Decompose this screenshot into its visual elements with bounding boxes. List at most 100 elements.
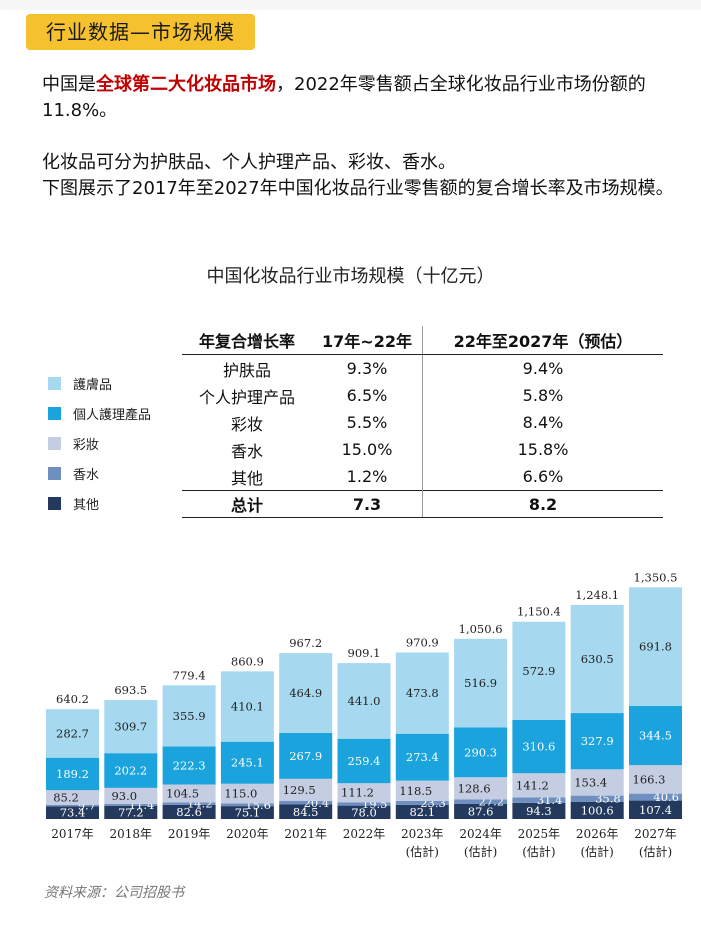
legend-label-skincare: 護膚品 [73, 377, 113, 393]
x-tick-label: 2019年 [168, 827, 211, 841]
bar-segment-skincare [629, 587, 682, 707]
bar-segment-other [46, 806, 99, 819]
bar-segment-other [279, 804, 333, 819]
data-label-personal_care: 290.3 [464, 745, 497, 759]
bar-segment-skincare [395, 652, 449, 734]
bar-segment-personal_care [629, 706, 682, 766]
data-label-skincare: 516.9 [464, 676, 497, 690]
total-label: 860.9 [231, 654, 264, 668]
bar-segment-fragrance [454, 799, 508, 804]
legend-item-makeup: 彩妝 [48, 428, 151, 458]
bar-segment-skincare [220, 671, 274, 742]
data-label-other: 87.6 [468, 804, 494, 818]
bar-segment-personal_care [162, 746, 216, 785]
description-paragraph: 化妆品可分为护肤品、个人护理产品、彩妆、香水。 下图展示了2017年至2027年… [42, 150, 682, 202]
bar-segment-personal_care [279, 732, 333, 779]
bar-segment-other [104, 805, 158, 819]
cagr-row-value-b: 5.8% [522, 386, 564, 405]
cagr-total-value-b: 8.2 [422, 490, 663, 518]
bar-segment-fragrance [279, 801, 333, 805]
bar-segment-other [220, 806, 274, 819]
bar-segment-makeup [337, 783, 391, 803]
cagr-row-fragrance: 香水 15.0% 15.8% [182, 436, 663, 463]
legend-swatch-makeup [48, 436, 61, 450]
data-label-other: 94.3 [526, 804, 552, 818]
intro-paragraph: 中国是全球第二大化妆品市场，2022年零售额占全球化妆品行业市场份额的11.8%… [42, 72, 682, 124]
total-label: 693.5 [114, 683, 147, 697]
data-label-personal_care: 222.3 [173, 758, 206, 772]
cagr-header-row: 年复合增长率 17年~22年 22年至2027年（预估） [182, 326, 663, 355]
stacked-bar-chart: 73.49.785.2189.2282.7640.22017年77.211.49… [46, 570, 682, 859]
description-line-1: 化妆品可分为护肤品、个人护理产品、彩妆、香水。 [42, 152, 456, 173]
legend-item-fragrance: 香水 [48, 458, 151, 488]
bar-segment-fragrance [512, 797, 566, 803]
section-tag: 行业数据—市场规模 [26, 14, 255, 50]
legend-item-other: 其他 [48, 488, 151, 518]
bar-segment-fragrance [220, 803, 274, 807]
bar-segment-skincare [46, 709, 99, 758]
legend-label-makeup: 彩妝 [73, 437, 100, 453]
bar-segment-makeup [279, 778, 333, 802]
cagr-row-value-a: 9.3% [312, 354, 423, 382]
bar-segment-makeup [220, 783, 274, 804]
source-note: 资料来源：公司招股书 [44, 885, 184, 901]
data-label-other: 100.6 [581, 803, 614, 817]
cagr-row-value-a: 15.0% [312, 436, 423, 463]
cagr-row-label: 彩妆 [230, 414, 263, 434]
x-tick-label: 2027年 [634, 827, 677, 841]
bar-segment-skincare [279, 653, 333, 733]
data-label-skincare: 309.7 [114, 720, 147, 734]
bar-segment-skincare [104, 700, 158, 754]
bar-segment-makeup [512, 773, 566, 798]
cagr-row-value-a: 6.5% [312, 382, 423, 409]
x-tick-label: 2026年 [576, 827, 619, 841]
x-tick-label-sub: (估計) [522, 844, 555, 859]
data-label-other: 82.6 [176, 805, 202, 819]
data-label-personal_care: 267.9 [289, 749, 322, 763]
total-label: 779.4 [173, 668, 206, 682]
bar-segment-skincare [570, 604, 624, 714]
data-label-makeup: 141.2 [516, 778, 549, 792]
data-label-personal_care: 273.4 [406, 750, 439, 764]
data-label-makeup: 111.2 [341, 786, 374, 800]
data-label-other: 107.4 [639, 803, 672, 817]
data-label-other: 75.1 [235, 806, 261, 820]
legend-label-personal-care: 個人護理產品 [73, 407, 152, 423]
bar-segment-skincare [337, 663, 391, 739]
x-tick-label-sub: (估計) [581, 844, 614, 859]
legend-item-personal-care: 個人護理產品 [48, 398, 151, 428]
bar-segment-personal_care [104, 753, 158, 788]
bar-segment-personal_care [337, 738, 391, 784]
bar-segment-personal_care [395, 733, 449, 781]
bar-segment-fragrance [337, 802, 391, 806]
data-label-other: 78.0 [351, 805, 377, 819]
bar-segment-personal_care [46, 757, 99, 791]
x-tick-label-sub: (估計) [406, 844, 439, 859]
cagr-row-value-a: 5.5% [312, 409, 423, 436]
data-label-makeup: 128.6 [458, 781, 491, 795]
bar-segment-personal_care [512, 719, 566, 774]
x-tick-label: 2021年 [284, 827, 327, 841]
x-tick-label-sub: (估計) [464, 844, 497, 859]
cagr-row-makeup: 彩妆 5.5% 8.4% [182, 409, 663, 436]
data-label-skincare: 282.7 [56, 726, 89, 740]
bar-segment-fragrance [104, 803, 158, 806]
intro-text-b: ，2022年零售额占全球化妆品行业市场份额的11.8%。 [42, 74, 646, 121]
x-tick-label: 2018年 [110, 827, 153, 841]
bar-segment-makeup [454, 777, 508, 800]
bar-segment-personal_care [220, 741, 274, 784]
data-label-skincare: 355.9 [173, 709, 206, 723]
bar-segment-other [454, 803, 508, 819]
bar-segment-makeup [162, 784, 216, 803]
bar-segment-other [629, 800, 682, 819]
x-tick-label: 2020年 [226, 827, 269, 841]
intro-highlight: 全球第二大化妆品市场 [96, 74, 276, 95]
x-tick-label: 2017年 [51, 827, 94, 841]
bar-segment-skincare [512, 621, 566, 720]
data-label-skincare: 691.8 [639, 640, 672, 654]
total-label: 640.2 [56, 692, 89, 706]
bar-segment-other [337, 805, 391, 819]
bar-segment-skincare [454, 638, 508, 728]
x-tick-label: 2022年 [343, 827, 386, 841]
x-tick-label: 2024年 [459, 827, 502, 841]
